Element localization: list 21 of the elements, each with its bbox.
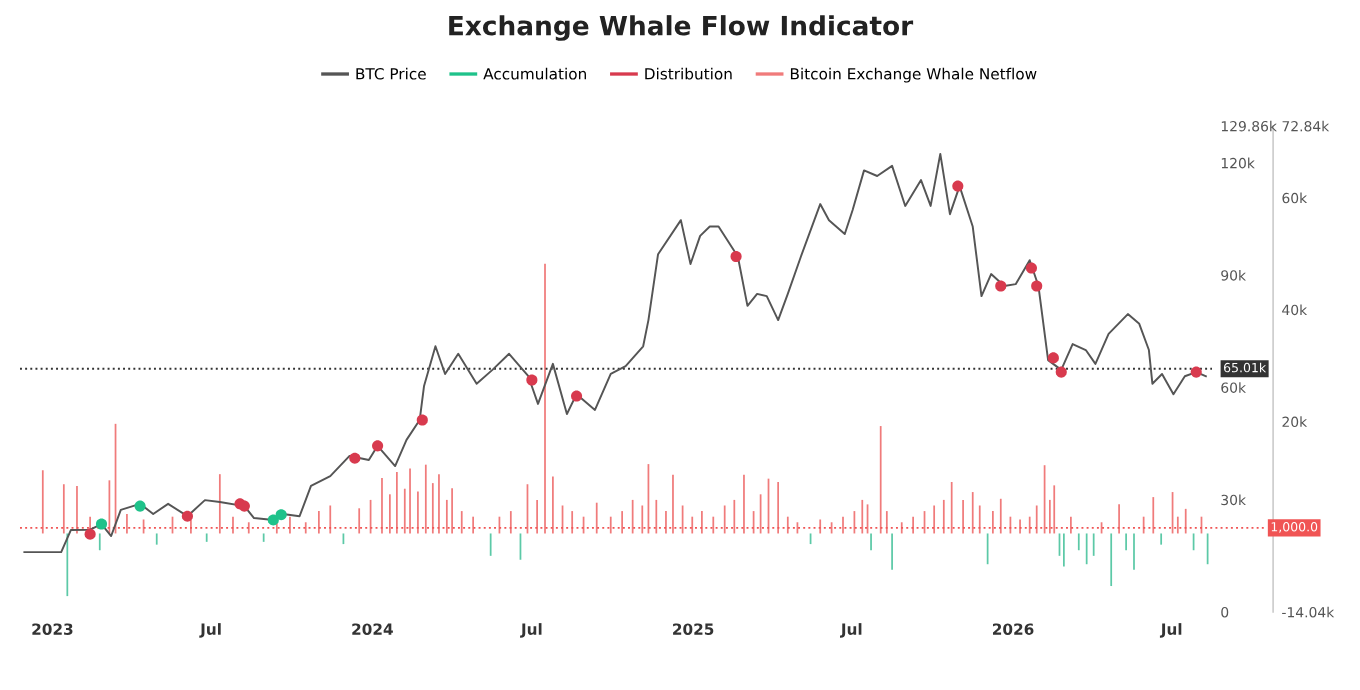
point bbox=[1055, 366, 1067, 378]
chart-title: Exchange Whale Flow Indicator bbox=[449, 15, 914, 41]
point bbox=[1047, 352, 1059, 364]
point bbox=[1031, 280, 1043, 292]
point bbox=[275, 509, 287, 521]
line-series bbox=[23, 152, 1207, 554]
point bbox=[571, 390, 583, 402]
point bbox=[995, 280, 1007, 292]
point bbox=[84, 528, 96, 540]
point bbox=[134, 500, 146, 512]
point bbox=[267, 514, 279, 526]
point bbox=[372, 440, 384, 452]
point bbox=[1190, 366, 1202, 378]
point bbox=[1025, 262, 1037, 274]
point bbox=[349, 452, 361, 464]
point bbox=[416, 414, 428, 426]
point bbox=[526, 374, 538, 386]
point bbox=[181, 510, 193, 522]
point bbox=[730, 250, 742, 263]
point bbox=[952, 180, 964, 192]
point bbox=[95, 518, 108, 530]
